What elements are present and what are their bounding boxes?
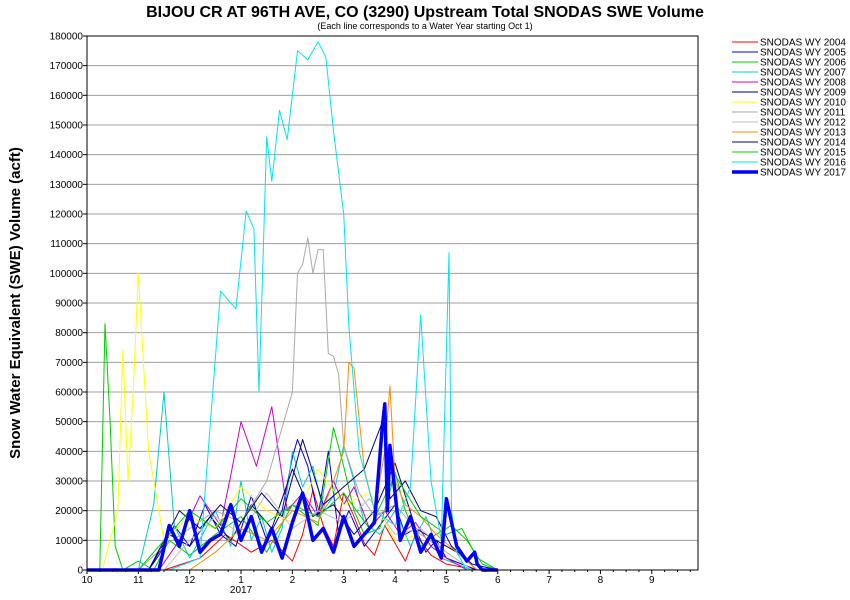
legend-label: SNODAS WY 2008 bbox=[760, 78, 846, 89]
chart-subtitle: (Each line corresponds to a Water Year s… bbox=[317, 21, 532, 31]
y-tick-label: 10000 bbox=[55, 536, 83, 547]
x-tick-label: 3 bbox=[341, 575, 347, 586]
legend-label: SNODAS WY 2005 bbox=[760, 48, 846, 59]
series-line-snodas-wy-2009 bbox=[87, 462, 498, 571]
y-tick-label: 30000 bbox=[55, 477, 83, 488]
x-tick-label: 6 bbox=[495, 575, 501, 586]
legend-label: SNODAS WY 2007 bbox=[760, 68, 846, 79]
x-tick-label: 1 bbox=[238, 575, 244, 586]
y-tick-label: 120000 bbox=[50, 210, 84, 221]
gridlines bbox=[87, 35, 698, 541]
series-line-snodas-wy-2017 bbox=[87, 402, 498, 572]
y-tick-label: 180000 bbox=[50, 32, 84, 43]
series-line-snodas-wy-2014 bbox=[87, 415, 498, 571]
y-tick-label: 50000 bbox=[55, 417, 83, 428]
y-tick-label: 130000 bbox=[50, 180, 84, 191]
legend-label: SNODAS WY 2015 bbox=[760, 148, 846, 159]
legend-label: SNODAS WY 2006 bbox=[760, 58, 846, 69]
chart-title: BIJOU CR AT 96TH AVE, CO (3290) Upstream… bbox=[146, 4, 704, 21]
y-tick-label: 90000 bbox=[55, 299, 83, 310]
legend-label: SNODAS WY 2017 bbox=[760, 168, 846, 179]
legend-label: SNODAS WY 2010 bbox=[760, 98, 846, 109]
y-tick-label: 20000 bbox=[55, 506, 83, 517]
series-line-snodas-wy-2012 bbox=[87, 492, 498, 571]
x-tick-label: 7 bbox=[546, 575, 552, 586]
y-tick-label: 140000 bbox=[50, 150, 84, 161]
x-tick-label: 11 bbox=[133, 575, 144, 586]
x-tick-label: 10 bbox=[81, 575, 93, 586]
series-lines bbox=[87, 41, 499, 572]
legend-label: SNODAS WY 2012 bbox=[760, 118, 846, 129]
y-tick-label: 60000 bbox=[55, 388, 83, 399]
x-tick-label: 8 bbox=[598, 575, 604, 586]
x-tick-label: 12 bbox=[184, 575, 196, 586]
y-axis-label: Snow Water Equivalent (SWE) Volume (acft… bbox=[7, 147, 24, 459]
x-tick-label: 2 bbox=[290, 575, 296, 586]
x-tick-label: 9 bbox=[649, 575, 655, 586]
series-line-snodas-wy-2013 bbox=[87, 361, 498, 571]
legend-label: SNODAS WY 2009 bbox=[760, 88, 846, 99]
legend-label: SNODAS WY 2011 bbox=[760, 108, 846, 119]
legend-label: SNODAS WY 2013 bbox=[760, 128, 846, 139]
x-year-label: 2017 bbox=[230, 585, 253, 596]
x-tick-label: 5 bbox=[444, 575, 450, 586]
x-tick-label: 4 bbox=[392, 575, 398, 586]
y-tick-label: 70000 bbox=[55, 358, 83, 369]
series-line-snodas-wy-2004 bbox=[87, 489, 498, 571]
y-tick-label: 170000 bbox=[50, 61, 84, 72]
series-line-snodas-wy-2015 bbox=[87, 474, 499, 571]
plot-border bbox=[86, 35, 699, 571]
y-tick-label: 100000 bbox=[50, 269, 84, 280]
legend-label: SNODAS WY 2014 bbox=[760, 138, 846, 149]
y-tick-label: 110000 bbox=[50, 239, 83, 250]
y-tick-label: 160000 bbox=[50, 91, 84, 102]
y-axis-ticks: 0 10000 20000 30000 40000 50000 60000 70000 8000… bbox=[50, 32, 87, 577]
legend-label: SNODAS WY 2004 bbox=[760, 38, 846, 49]
y-tick-label: 40000 bbox=[55, 447, 83, 458]
y-tick-label: 150000 bbox=[50, 121, 84, 132]
legend-label: SNODAS WY 2016 bbox=[760, 158, 846, 169]
y-tick-label: 80000 bbox=[55, 328, 83, 339]
y-tick-label: 0 bbox=[77, 566, 83, 577]
